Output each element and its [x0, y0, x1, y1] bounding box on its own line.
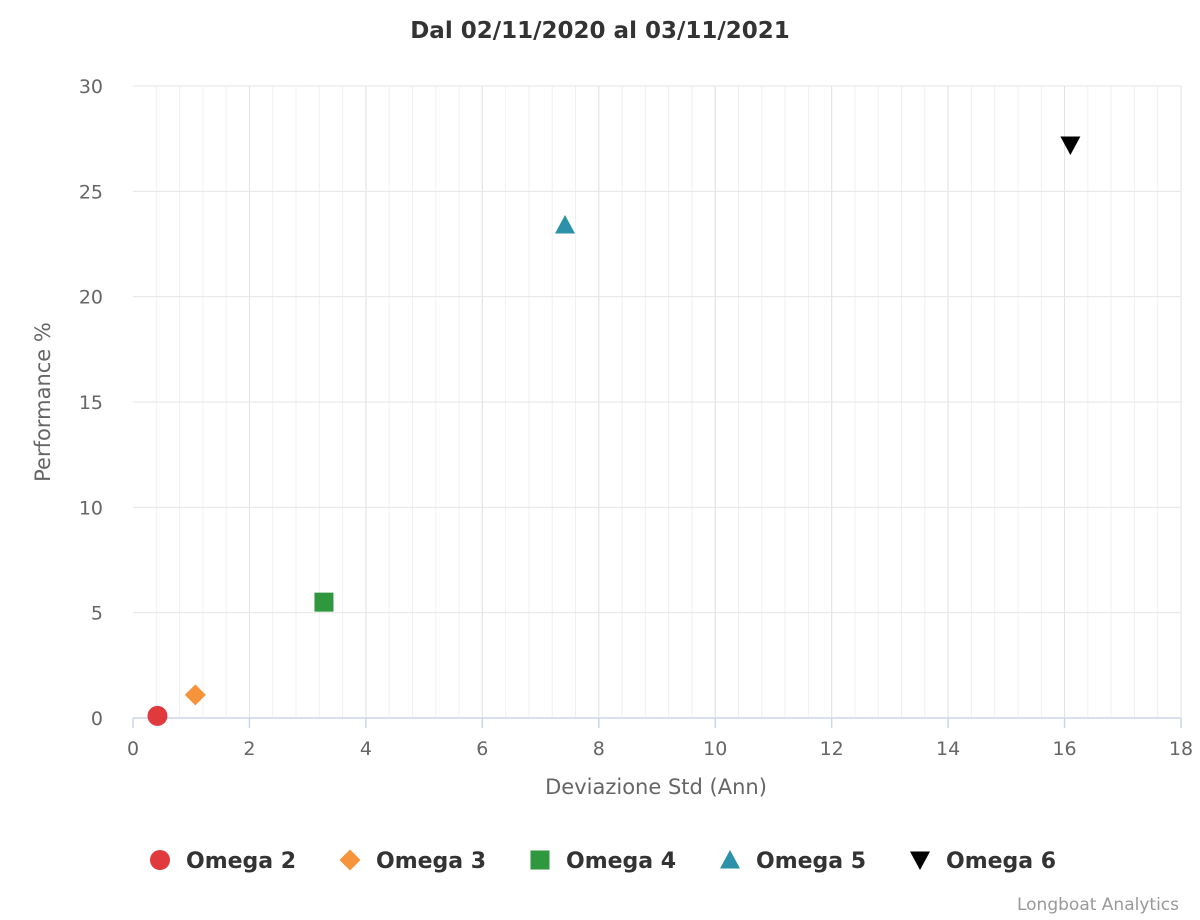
x-tick-label: 12: [820, 738, 844, 760]
point-omega-2: [147, 705, 168, 726]
legend-label: Omega 4: [566, 849, 676, 874]
point-omega-3: [184, 684, 206, 706]
x-tick-label: 2: [243, 738, 255, 760]
y-tick-label: 0: [91, 708, 103, 730]
x-axis-title: Deviazione Std (Ann): [545, 775, 767, 799]
y-tick-label: 10: [79, 497, 103, 519]
axes: 0 2 4 6 8 10 12 14 16 18 0 5 10 15 20 25 30: [79, 76, 1193, 760]
legend-label: Omega 5: [756, 849, 866, 874]
legend-label: Omega 6: [946, 849, 1056, 874]
legend[interactable]: Omega 2 Omega 3 Omega 4 Omega 5 Omega 6: [150, 849, 1056, 874]
x-tick-label: 18: [1169, 738, 1193, 760]
y-tick-label: 20: [79, 287, 103, 309]
legend-marker-square-icon: [530, 850, 550, 870]
y-axis-title: Performance %: [31, 322, 55, 482]
chart-title: Dal 02/11/2020 al 03/11/2021: [410, 18, 790, 44]
point-omega-6: [1060, 136, 1081, 155]
data-points: [147, 136, 1081, 726]
credits[interactable]: Longboat Analytics: [1017, 895, 1179, 915]
legend-marker-triangle-icon: [720, 850, 740, 869]
x-tick-label: 16: [1052, 738, 1076, 760]
x-tick-label: 6: [476, 738, 488, 760]
point-omega-4: [314, 592, 334, 612]
x-tick-label: 14: [936, 738, 960, 760]
legend-item-omega-3[interactable]: Omega 3: [339, 849, 487, 874]
x-tick-label: 8: [593, 738, 605, 760]
x-tick-label: 10: [703, 738, 727, 760]
grid: [133, 85, 1182, 719]
legend-label: Omega 2: [186, 849, 296, 874]
point-omega-5: [555, 215, 576, 234]
legend-label: Omega 3: [376, 849, 486, 874]
y-tick-label: 30: [79, 76, 103, 98]
x-tick-label: 0: [127, 738, 139, 760]
y-tick-label: 5: [91, 603, 103, 625]
legend-item-omega-4[interactable]: Omega 4: [530, 849, 677, 874]
y-tick-label: 15: [79, 392, 103, 414]
legend-marker-circle-icon: [150, 850, 170, 870]
y-tick-label: 25: [79, 181, 103, 203]
legend-item-omega-2[interactable]: Omega 2: [150, 849, 296, 874]
legend-item-omega-5[interactable]: Omega 5: [720, 849, 866, 874]
legend-item-omega-6[interactable]: Omega 6: [910, 849, 1056, 874]
legend-marker-diamond-icon: [339, 849, 361, 871]
legend-marker-triangle-down-icon: [910, 851, 930, 870]
x-tick-label: 4: [360, 738, 372, 760]
